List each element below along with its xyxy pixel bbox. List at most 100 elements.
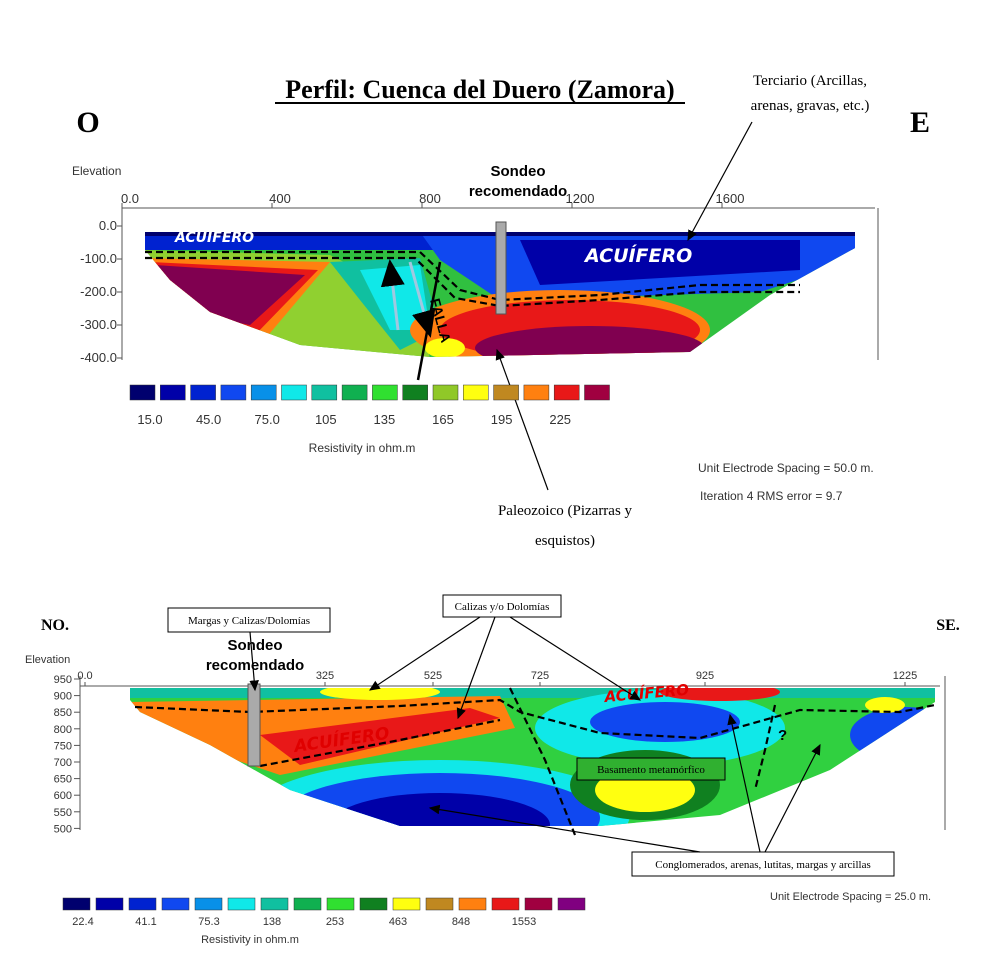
legend-swatch <box>194 897 223 911</box>
borehole-label: recomendado <box>206 657 304 674</box>
legend-title: Resistivity in ohm.m <box>201 934 299 946</box>
annotation-arrow <box>495 348 549 491</box>
annotation: Paleozoico (Pizarras y <box>498 503 633 519</box>
y-tick-label: 900 <box>54 691 72 703</box>
note: Unit Electrode Spacing = 50.0 m. <box>698 461 874 475</box>
annotation: Basamento metamórfico <box>597 764 705 776</box>
legend-label: 253 <box>326 916 344 928</box>
legend-swatch <box>220 384 247 401</box>
west-label: O <box>76 106 99 139</box>
legend-swatch <box>293 897 322 911</box>
x-tick-label: 0.0 <box>121 191 139 206</box>
legend-label: 848 <box>452 916 470 928</box>
x-tick-label: 725 <box>531 670 549 682</box>
x-tick-label: 1600 <box>716 191 745 206</box>
legend-swatch <box>372 384 398 401</box>
y-tick-label: 850 <box>54 707 72 719</box>
legend-swatch <box>458 897 487 911</box>
y-tick-label: 0.0 <box>99 218 117 233</box>
aquifer-boundary <box>259 718 501 768</box>
legend-swatch <box>432 384 459 401</box>
legend-swatch <box>425 897 454 911</box>
annotation-arrow <box>764 743 821 853</box>
legend-swatch <box>584 384 610 401</box>
legend-swatch <box>161 897 190 911</box>
fault-arrow <box>408 261 436 338</box>
annotation-arrow <box>456 616 496 720</box>
legend-swatch <box>95 897 124 911</box>
note: Iteration 4 RMS error = 9.7 <box>700 489 843 503</box>
x-tick-label: 800 <box>419 191 441 206</box>
fault-line <box>509 687 577 836</box>
x-tick-label: 1225 <box>893 670 917 682</box>
aquifer-label: ACUÍFERO <box>174 229 254 246</box>
annotation-arrow <box>687 121 753 242</box>
legend-swatch <box>326 897 355 911</box>
y-tick-label: 700 <box>54 757 72 769</box>
x-tick-label: 1200 <box>566 191 595 206</box>
annotation-box <box>576 757 726 781</box>
aquifer-boundary <box>134 698 936 740</box>
legend-label: 135 <box>374 412 396 427</box>
legend-swatch <box>160 384 186 401</box>
legend-swatch <box>129 384 156 401</box>
borehole-label: Sondeo <box>228 637 283 654</box>
legend-swatch <box>523 384 550 401</box>
legend-label: 75.3 <box>198 916 219 928</box>
legend-swatch <box>463 384 489 401</box>
annotation: Terciario (Arcillas, <box>753 73 867 89</box>
y-tick-label: 550 <box>54 807 72 819</box>
borehole <box>495 221 507 315</box>
legend-swatch <box>493 384 519 401</box>
legend-swatch <box>227 897 256 911</box>
legend-swatch <box>128 897 157 911</box>
y-tick-label: -100.0 <box>80 251 117 266</box>
annotation: Calizas y/o Dolomías <box>455 601 550 613</box>
legend-swatch <box>311 384 338 401</box>
x-tick-label: 0.0 <box>77 670 92 682</box>
y-tick-label: 750 <box>54 740 72 752</box>
fault-arrow <box>380 259 405 331</box>
y-axis-label: Elevation <box>25 654 70 666</box>
borehole-label: recomendado <box>469 183 567 200</box>
legend-label: 195 <box>491 412 513 427</box>
aquifer-boundary <box>145 250 800 302</box>
east-label: E <box>910 106 930 139</box>
annotation: arenas, gravas, etc.) <box>751 98 870 114</box>
legend-swatch <box>250 384 277 401</box>
legend-label: 138 <box>263 916 281 928</box>
annotation-arrow <box>369 616 481 691</box>
legend-label: 41.1 <box>135 916 156 928</box>
annotation-box <box>167 607 331 633</box>
aquifer-boundary <box>145 256 800 308</box>
fault-line <box>753 704 777 791</box>
x-tick-label: 400 <box>269 191 291 206</box>
title: Perfil: Cuenca del Duero (Zamora) <box>285 75 674 104</box>
legend-swatch <box>281 384 307 401</box>
annotation: ? <box>778 727 787 744</box>
legend-swatch <box>402 384 428 401</box>
annotation-arrow <box>727 713 761 853</box>
annotation-box <box>442 594 562 618</box>
legend-swatch <box>491 897 520 911</box>
legend-label: 165 <box>432 412 454 427</box>
x-tick-label: 325 <box>316 670 334 682</box>
legend-swatch <box>190 384 216 401</box>
note: Unit Electrode Spacing = 25.0 m. <box>770 891 931 903</box>
legend-label: 105 <box>315 412 337 427</box>
y-tick-label: -400.0 <box>80 350 117 365</box>
y-tick-label: 600 <box>54 790 72 802</box>
y-tick-label: 650 <box>54 774 72 786</box>
annotation-arrow <box>428 804 701 853</box>
west-label: NO. <box>41 617 69 634</box>
legend-label: 1553 <box>512 916 536 928</box>
legend-label: 463 <box>389 916 407 928</box>
legend-swatch <box>359 897 388 911</box>
annotation-arrow <box>509 616 642 701</box>
x-tick-label: 525 <box>424 670 442 682</box>
y-tick-label: 500 <box>54 823 72 835</box>
y-tick-label: 800 <box>54 724 72 736</box>
y-axis-label: Elevation <box>72 164 121 178</box>
